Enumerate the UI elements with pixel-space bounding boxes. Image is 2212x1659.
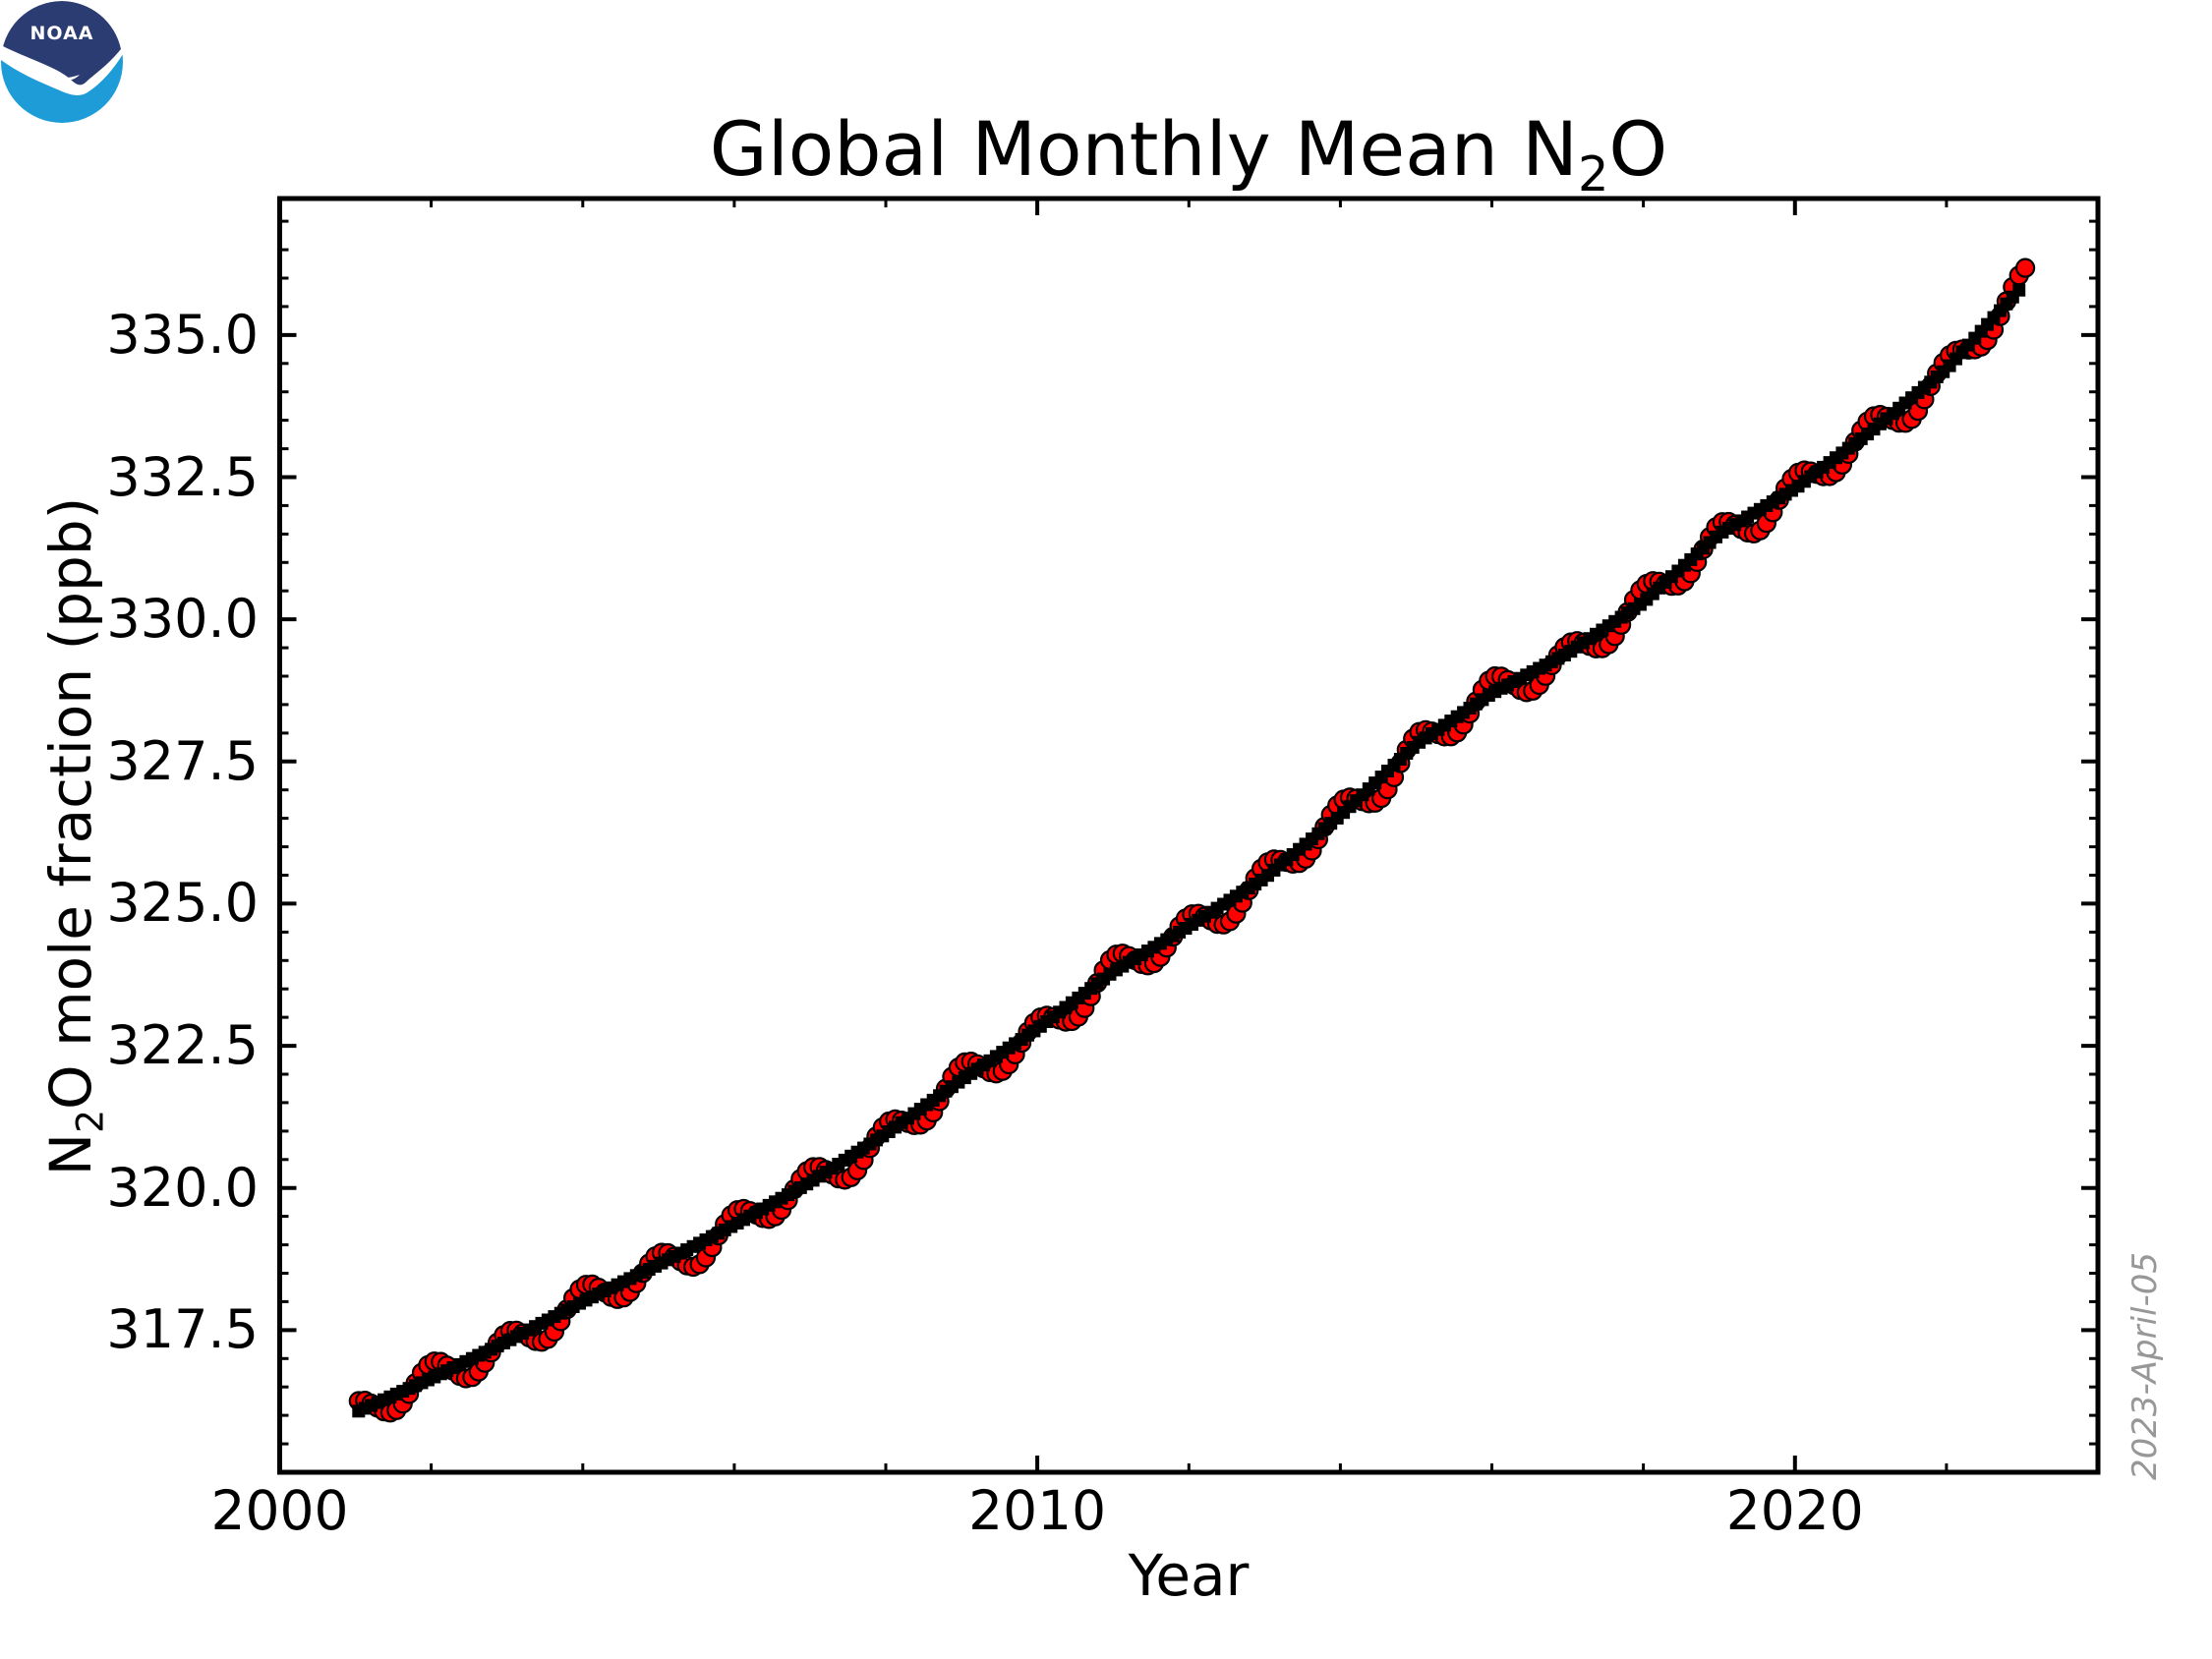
series-monthly-mean: [348, 257, 2036, 1423]
axis-ticks: [277, 199, 2098, 1472]
y-tick-label: 320.0: [106, 1156, 259, 1219]
logo-ocean-wave: [1, 54, 123, 123]
date-watermark: 2023-April-05: [2125, 1251, 2165, 1481]
y-tick-label: 317.5: [106, 1298, 259, 1361]
seagull-icon: [34, 70, 80, 82]
plot-border: [277, 196, 2101, 1475]
x-axis-label: Year: [1128, 1542, 1250, 1609]
y-tick-label: 325.0: [106, 872, 259, 935]
x-tick-label: 2000: [210, 1479, 349, 1542]
y-tick-label: 327.5: [106, 729, 259, 792]
chart-title-subscript: 2: [1577, 145, 1609, 203]
series-trend: [352, 283, 2026, 1418]
x-tick-label: 2010: [968, 1479, 1107, 1542]
y-axis-label: N2O mole fraction (ppb): [37, 496, 112, 1176]
logo-text: NOAA: [30, 23, 94, 44]
x-tick-label: 2020: [1725, 1479, 1864, 1542]
y-tick-label: 335.0: [106, 303, 259, 366]
y-tick-label: 330.0: [106, 588, 259, 651]
noaa-logo: NOAA: [1, 1, 123, 123]
y-tick-label: 322.5: [106, 1014, 259, 1077]
y-tick-label: 332.5: [106, 445, 259, 508]
logo-sky-fan: [3, 1, 121, 86]
chart-title-text: Global Monthly Mean N: [709, 105, 1578, 193]
chart-title: Global Monthly Mean N2O: [278, 105, 2099, 199]
chart-title-suffix: O: [1608, 105, 1668, 193]
